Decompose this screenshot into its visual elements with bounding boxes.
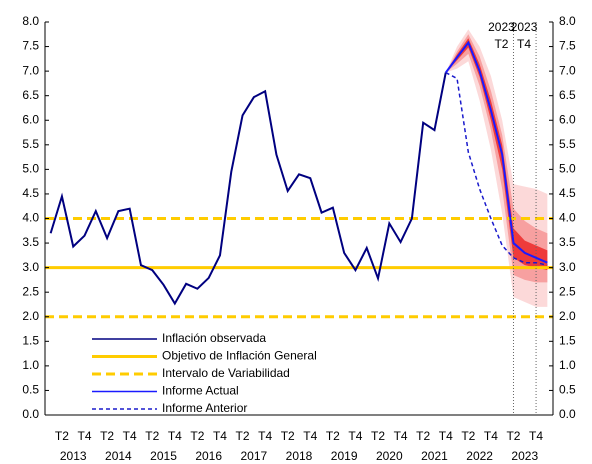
x-tick-label: T4 (439, 429, 453, 443)
year-label: 2023 (511, 449, 538, 463)
y-tick-label: 1.5 (22, 333, 39, 347)
legend-label: Inflación observada (162, 331, 266, 345)
y-tick-label: 5.5 (22, 137, 39, 151)
y-tick-label: 1.0 (22, 358, 39, 372)
y-tick-label: 5.0 (22, 162, 39, 176)
y-tick-label: 6.0 (22, 112, 39, 126)
y2-tick-label: 4.5 (559, 186, 576, 200)
x-tick-label: T2 (236, 429, 250, 443)
y2-tick-label: 3.0 (559, 260, 576, 274)
x-tick-label: T2 (145, 429, 159, 443)
y-tick-label: 0.5 (22, 383, 39, 397)
year-label: 2015 (150, 449, 177, 463)
annotation-quarter: T4 (517, 37, 531, 51)
x-tick-label: T2 (416, 429, 430, 443)
y-tick-label: 7.0 (22, 63, 39, 77)
annotation-year: 2023 (488, 20, 515, 34)
y2-tick-label: 4.0 (559, 211, 576, 225)
x-tick-label: T2 (371, 429, 385, 443)
x-tick-label: T4 (123, 429, 137, 443)
y2-tick-label: 3.5 (559, 235, 576, 249)
year-label: 2013 (60, 449, 87, 463)
y2-tick-label: 0.5 (559, 383, 576, 397)
annotation-quarter: T2 (494, 37, 508, 51)
x-tick-label: T4 (258, 429, 272, 443)
legend-label: Informe Anterior (162, 401, 247, 415)
year-label: 2018 (286, 449, 313, 463)
y2-tick-label: 2.5 (559, 284, 576, 298)
legend-label: Informe Actual (162, 384, 239, 398)
y-tick-label: 3.0 (22, 260, 39, 274)
y2-tick-label: 2.0 (559, 309, 576, 323)
y-tick-label: 4.5 (22, 186, 39, 200)
x-tick-label: T4 (303, 429, 317, 443)
y2-tick-label: 7.5 (559, 39, 576, 53)
y2-tick-label: 1.5 (559, 333, 576, 347)
year-label: 2016 (195, 449, 222, 463)
x-tick-label: T4 (213, 429, 227, 443)
annotation-year: 2023 (511, 20, 538, 34)
y-tick-label: 4.0 (22, 211, 39, 225)
y2-tick-label: 5.5 (559, 137, 576, 151)
y-tick-label: 7.5 (22, 39, 39, 53)
y2-tick-label: 8.0 (559, 14, 576, 28)
y2-tick-label: 5.0 (559, 162, 576, 176)
year-label: 2022 (466, 449, 493, 463)
y2-tick-label: 1.0 (559, 358, 576, 372)
series-line (49, 72, 447, 306)
legend-label: Intervalo de Variabilidad (162, 366, 290, 380)
x-tick-label: T2 (281, 429, 295, 443)
x-tick-label: T2 (190, 429, 204, 443)
x-tick-label: T2 (506, 429, 520, 443)
y-tick-label: 2.5 (22, 284, 39, 298)
fan-band (445, 38, 548, 271)
fan-band (445, 34, 548, 283)
legend-label: Objetivo de Inflación General (162, 349, 317, 363)
year-label: 2014 (105, 449, 132, 463)
x-tick-label: T2 (326, 429, 340, 443)
series-line (444, 40, 548, 264)
year-label: 2021 (421, 449, 448, 463)
y-tick-label: 3.5 (22, 235, 39, 249)
y2-tick-label: 0.0 (559, 407, 576, 421)
x-tick-label: T4 (529, 429, 543, 443)
x-tick-label: T4 (348, 429, 362, 443)
x-tick-label: T4 (168, 429, 182, 443)
series-line (445, 71, 548, 266)
y2-tick-label: 6.0 (559, 112, 576, 126)
y-tick-label: 0.0 (22, 407, 39, 421)
y-tick-label: 8.0 (22, 14, 39, 28)
x-tick-label: T4 (484, 429, 498, 443)
y2-tick-label: 7.0 (559, 63, 576, 77)
x-tick-label: T2 (461, 429, 475, 443)
y-tick-label: 2.0 (22, 309, 39, 323)
y2-tick-label: 6.5 (559, 88, 576, 102)
y-tick-label: 6.5 (22, 88, 39, 102)
x-tick-label: T2 (55, 429, 69, 443)
year-label: 2017 (240, 449, 267, 463)
year-label: 2019 (331, 449, 358, 463)
x-tick-label: T4 (394, 429, 408, 443)
x-tick-label: T4 (78, 429, 92, 443)
year-label: 2020 (376, 449, 403, 463)
x-tick-label: T2 (100, 429, 114, 443)
